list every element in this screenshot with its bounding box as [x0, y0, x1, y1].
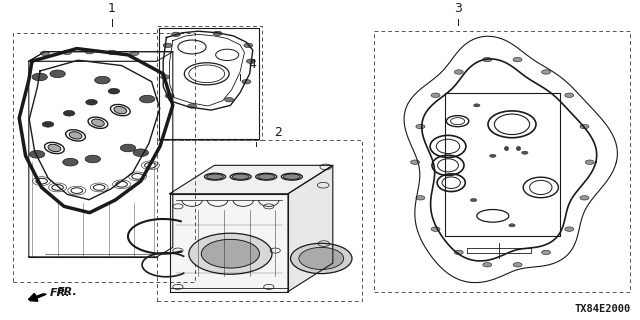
Circle shape	[483, 57, 492, 62]
Circle shape	[416, 124, 425, 129]
Circle shape	[165, 94, 174, 98]
Circle shape	[85, 155, 100, 163]
Circle shape	[431, 93, 440, 98]
Circle shape	[483, 262, 492, 267]
Circle shape	[50, 70, 65, 78]
Circle shape	[454, 70, 463, 74]
Circle shape	[85, 50, 94, 54]
Circle shape	[585, 160, 594, 164]
Circle shape	[490, 154, 496, 157]
Ellipse shape	[230, 173, 251, 180]
Bar	[157, 27, 262, 140]
Circle shape	[163, 43, 172, 48]
Ellipse shape	[205, 173, 226, 180]
Circle shape	[213, 31, 222, 36]
Circle shape	[522, 151, 528, 154]
Circle shape	[509, 224, 515, 227]
Circle shape	[86, 100, 97, 105]
Text: 2: 2	[275, 125, 282, 139]
Circle shape	[140, 95, 155, 103]
Polygon shape	[170, 194, 288, 292]
Text: TX84E2000: TX84E2000	[574, 304, 630, 314]
Circle shape	[130, 51, 139, 55]
Ellipse shape	[256, 173, 277, 180]
Bar	[374, 31, 630, 292]
Circle shape	[42, 122, 54, 127]
Circle shape	[108, 88, 120, 94]
Circle shape	[541, 250, 550, 255]
Circle shape	[291, 243, 352, 274]
Circle shape	[32, 73, 47, 81]
Circle shape	[172, 32, 180, 36]
Circle shape	[95, 76, 110, 84]
Bar	[157, 140, 362, 301]
Circle shape	[513, 57, 522, 62]
Circle shape	[564, 93, 573, 98]
Circle shape	[63, 110, 75, 116]
Circle shape	[513, 262, 522, 267]
Ellipse shape	[284, 174, 300, 180]
Ellipse shape	[114, 107, 127, 114]
Circle shape	[189, 233, 272, 274]
Text: FR.: FR.	[50, 288, 70, 298]
Ellipse shape	[282, 173, 303, 180]
Circle shape	[108, 50, 116, 55]
Ellipse shape	[69, 132, 82, 139]
Circle shape	[133, 149, 148, 156]
Circle shape	[454, 250, 463, 255]
Circle shape	[188, 104, 196, 108]
Circle shape	[161, 75, 170, 79]
Polygon shape	[170, 165, 333, 194]
Text: FR.: FR.	[56, 287, 77, 297]
Ellipse shape	[48, 144, 61, 152]
Text: 3: 3	[454, 3, 461, 15]
Circle shape	[63, 158, 78, 166]
Circle shape	[120, 144, 136, 152]
Circle shape	[246, 59, 255, 63]
Circle shape	[580, 196, 589, 200]
Circle shape	[225, 98, 234, 102]
Circle shape	[411, 160, 420, 164]
Circle shape	[40, 51, 49, 55]
Circle shape	[474, 104, 480, 107]
Circle shape	[299, 247, 344, 269]
Ellipse shape	[207, 174, 223, 180]
Circle shape	[470, 198, 477, 202]
Bar	[13, 33, 195, 282]
Circle shape	[63, 50, 72, 55]
Circle shape	[580, 124, 589, 129]
Ellipse shape	[258, 174, 275, 180]
Circle shape	[416, 196, 425, 200]
Polygon shape	[288, 165, 333, 292]
Circle shape	[431, 227, 440, 231]
Circle shape	[201, 239, 260, 268]
Ellipse shape	[232, 174, 249, 180]
Circle shape	[564, 227, 573, 231]
Circle shape	[29, 150, 45, 158]
Text: 1: 1	[108, 3, 116, 15]
Text: 4: 4	[249, 58, 257, 71]
Ellipse shape	[92, 119, 104, 126]
Circle shape	[244, 43, 253, 48]
Circle shape	[242, 79, 251, 84]
Circle shape	[541, 70, 550, 74]
